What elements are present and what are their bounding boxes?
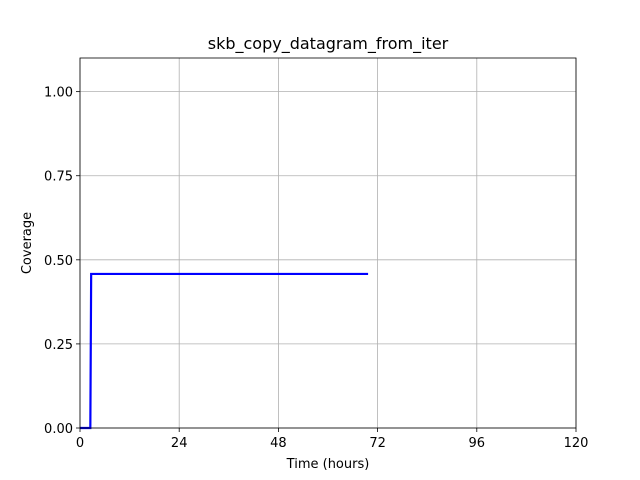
chart-title: skb_copy_datagram_from_iter <box>208 34 449 54</box>
x-tick-label: 48 <box>270 436 287 451</box>
y-tick-label: 1.00 <box>44 86 73 101</box>
x-tick-label: 72 <box>369 436 386 451</box>
x-axis-label: Time (hours) <box>286 457 370 472</box>
plot-background <box>80 58 576 428</box>
y-tick-label: 0.00 <box>44 422 73 437</box>
tick-labels: 0 24 48 72 96 120 0.00 0.25 0.50 0.75 1.00 <box>44 86 588 451</box>
y-axis-label: Coverage <box>20 212 35 274</box>
x-tick-label: 0 <box>76 436 84 451</box>
x-tick-label: 96 <box>469 436 486 451</box>
y-tick-label: 0.75 <box>44 170 73 185</box>
x-tick-label: 120 <box>564 436 589 451</box>
grid-lines <box>79 58 577 429</box>
tick-marks <box>76 91 577 432</box>
y-tick-label: 0.50 <box>44 254 73 269</box>
x-tick-label: 24 <box>171 436 188 451</box>
y-tick-label: 0.25 <box>44 338 73 353</box>
plot-frame <box>79 57 577 429</box>
